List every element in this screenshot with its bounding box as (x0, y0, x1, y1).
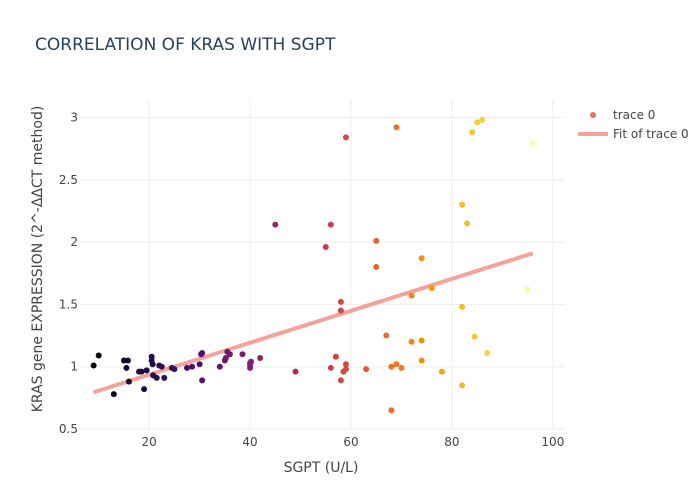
scatter-point[interactable] (337, 377, 344, 384)
scatter-point[interactable] (529, 140, 536, 147)
scatter-point[interactable] (464, 220, 471, 227)
fit-line (93, 251, 534, 395)
scatter-point[interactable] (337, 307, 344, 314)
scatter-point[interactable] (248, 358, 255, 365)
scatter-point[interactable] (459, 382, 466, 389)
scatter-point[interactable] (239, 351, 246, 358)
scatter-point[interactable] (153, 374, 160, 381)
scatter-point[interactable] (342, 366, 349, 373)
scatter-point[interactable] (123, 364, 130, 371)
scatter-point[interactable] (363, 366, 370, 373)
scatter-point[interactable] (199, 349, 206, 356)
y-tick-label: 1 (70, 360, 78, 374)
scatter-point[interactable] (332, 353, 339, 360)
scatter-point[interactable] (438, 368, 445, 375)
scatter-point[interactable] (226, 351, 233, 358)
scatter-point[interactable] (216, 363, 223, 370)
y-axis-title: KRAS gene EXPRESSION (2^-ΔΔCT method) (30, 106, 46, 413)
scatter-point[interactable] (171, 366, 178, 373)
scatter-point[interactable] (183, 364, 190, 371)
scatter-point[interactable] (383, 332, 390, 339)
scatter-point[interactable] (393, 124, 400, 131)
scatter-point[interactable] (143, 367, 150, 374)
legend-label-scatter: trace 0 (613, 108, 655, 122)
scatter-point[interactable] (327, 364, 334, 371)
scatter-point[interactable] (479, 116, 486, 123)
scatter-point[interactable] (149, 361, 156, 368)
fit-layer (93, 251, 534, 395)
scatter-point[interactable] (141, 386, 148, 393)
scatter-point[interactable] (408, 292, 415, 299)
y-tick-label: 2.5 (59, 173, 78, 187)
scatter-point[interactable] (474, 119, 481, 126)
x-axis-title: SGPT (U/L) (284, 460, 359, 476)
chart-title: CORRELATION OF KRAS WITH SGPT (35, 35, 336, 55)
scatter-point[interactable] (196, 361, 203, 368)
x-tick-label: 40 (242, 435, 257, 449)
scatter-point[interactable] (418, 337, 425, 344)
scatter-point[interactable] (373, 237, 380, 244)
scatter-point[interactable] (459, 201, 466, 208)
scatter-point[interactable] (373, 263, 380, 270)
legend-marker-scatter (590, 112, 596, 118)
scatter-point[interactable] (95, 352, 102, 359)
scatter-point[interactable] (524, 286, 531, 293)
y-tick-labels: 0.5 1 1.5 2 2.5 3 (59, 110, 78, 436)
scatter-point[interactable] (125, 378, 132, 385)
scatter-point[interactable] (469, 129, 476, 136)
legend-label-fit: Fit of trace 0 (613, 127, 689, 141)
scatter-point[interactable] (222, 354, 229, 361)
y-tick-label: 0.5 (59, 422, 78, 436)
scatter-point[interactable] (322, 244, 329, 251)
scatter-point[interactable] (138, 368, 145, 375)
scatter-point[interactable] (342, 361, 349, 368)
scatter-point[interactable] (337, 298, 344, 305)
scatter-point[interactable] (257, 354, 264, 361)
y-tick-label: 2 (70, 235, 78, 249)
scatter-point[interactable] (418, 255, 425, 262)
scatter-point[interactable] (388, 407, 395, 414)
y-tick-label: 3 (70, 110, 78, 124)
scatter-point[interactable] (484, 349, 491, 356)
x-tick-label: 100 (541, 435, 564, 449)
scatter-point[interactable] (158, 363, 165, 370)
legend-item-fit[interactable]: Fit of trace 0 (578, 127, 689, 141)
scatter-point[interactable] (408, 338, 415, 345)
scatter-point[interactable] (388, 363, 395, 370)
scatter-point[interactable] (189, 363, 196, 370)
x-tick-label: 80 (444, 435, 459, 449)
scatter-point[interactable] (418, 357, 425, 364)
scatter-point[interactable] (471, 333, 478, 340)
scatter-point[interactable] (327, 221, 334, 228)
scatter-point[interactable] (393, 361, 400, 368)
y-tick-label: 1.5 (59, 297, 78, 311)
scatter-point[interactable] (292, 368, 299, 375)
scatter-point[interactable] (90, 362, 97, 369)
scatter-point[interactable] (428, 285, 435, 292)
scatter-point[interactable] (199, 377, 206, 384)
legend-item-scatter[interactable]: trace 0 (590, 108, 655, 122)
x-tick-label: 60 (343, 435, 358, 449)
x-tick-label: 20 (142, 435, 157, 449)
scatter-point[interactable] (110, 391, 117, 398)
scatter-point[interactable] (342, 134, 349, 141)
scatter-point[interactable] (398, 364, 405, 371)
scatter-point[interactable] (272, 221, 279, 228)
legend[interactable]: trace 0 Fit of trace 0 (578, 108, 689, 141)
scatter-point[interactable] (459, 303, 466, 310)
x-tick-labels: 20 40 60 80 100 (142, 435, 565, 449)
scatter-point[interactable] (161, 374, 168, 381)
scatter-point[interactable] (124, 357, 131, 364)
points-layer (90, 116, 536, 414)
